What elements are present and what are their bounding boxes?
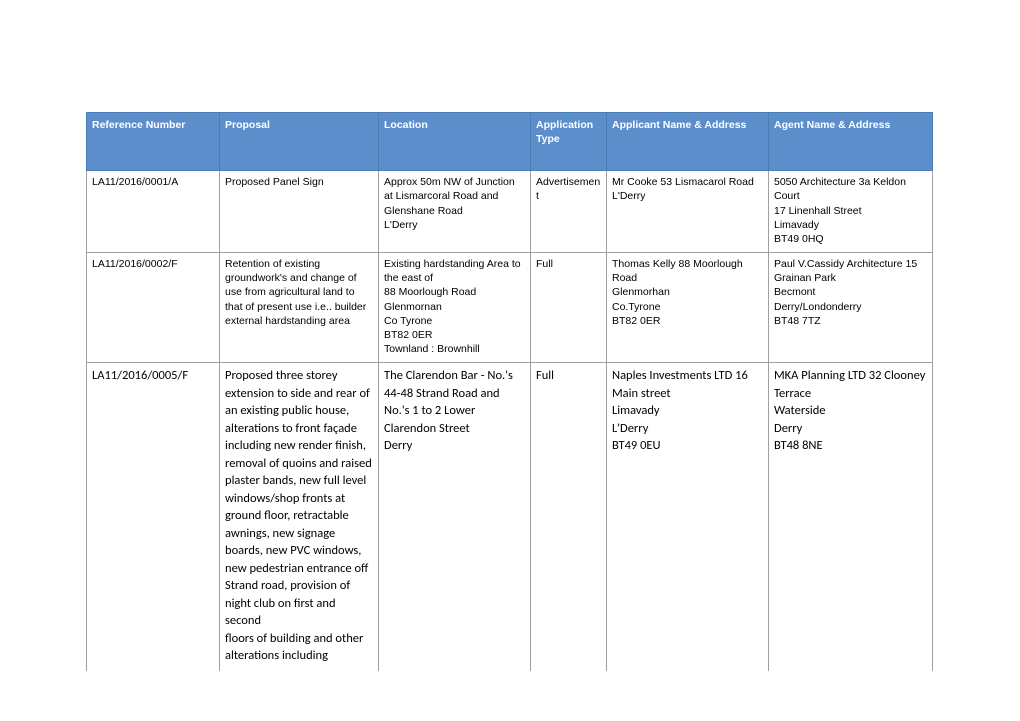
applications-table: Reference Number Proposal Location Appli…: [86, 112, 933, 671]
cell-application-type: Advertisement: [531, 171, 607, 253]
cell-applicant: Naples Investments LTD 16 Main street Li…: [607, 363, 769, 671]
cell-location: Existing hardstanding Area to the east o…: [379, 253, 531, 363]
document-page: Reference Number Proposal Location Appli…: [0, 0, 1020, 721]
cell-agent: MKA Planning LTD 32 Clooney Terrace Wate…: [769, 363, 933, 671]
cell-location: Approx 50m NW of Junction at Lismarcoral…: [379, 171, 531, 253]
table-row: LA11/2016/0001/AProposed Panel SignAppro…: [87, 171, 933, 253]
applications-table-wrapper: Reference Number Proposal Location Appli…: [86, 112, 932, 671]
cell-applicant: Thomas Kelly 88 Moorlough Road Glenmorha…: [607, 253, 769, 363]
col-header-application-type: Application Type: [531, 113, 607, 171]
table-body: LA11/2016/0001/AProposed Panel SignAppro…: [87, 171, 933, 671]
cell-proposal: Retention of existing groundwork's and c…: [220, 253, 379, 363]
cell-reference: LA11/2016/0002/F: [87, 253, 220, 363]
col-header-location: Location: [379, 113, 531, 171]
col-header-reference: Reference Number: [87, 113, 220, 171]
col-header-applicant: Applicant Name & Address: [607, 113, 769, 171]
table-header-row: Reference Number Proposal Location Appli…: [87, 113, 933, 171]
col-header-proposal: Proposal: [220, 113, 379, 171]
cell-applicant: Mr Cooke 53 Lismacarol Road L'Derry: [607, 171, 769, 253]
cell-proposal: Proposed three storey extension to side …: [220, 363, 379, 671]
table-row: LA11/2016/0005/FProposed three storey ex…: [87, 363, 933, 671]
cell-agent: Paul V.Cassidy Architecture 15 Grainan P…: [769, 253, 933, 363]
col-header-agent: Agent Name & Address: [769, 113, 933, 171]
cell-agent: 5050 Architecture 3a Keldon Court 17 Lin…: [769, 171, 933, 253]
cell-application-type: Full: [531, 363, 607, 671]
cell-reference: LA11/2016/0005/F: [87, 363, 220, 671]
cell-proposal: Proposed Panel Sign: [220, 171, 379, 253]
table-row: LA11/2016/0002/FRetention of existing gr…: [87, 253, 933, 363]
cell-application-type: Full: [531, 253, 607, 363]
cell-reference: LA11/2016/0001/A: [87, 171, 220, 253]
cell-location: The Clarendon Bar - No.'s 44-48 Strand R…: [379, 363, 531, 671]
